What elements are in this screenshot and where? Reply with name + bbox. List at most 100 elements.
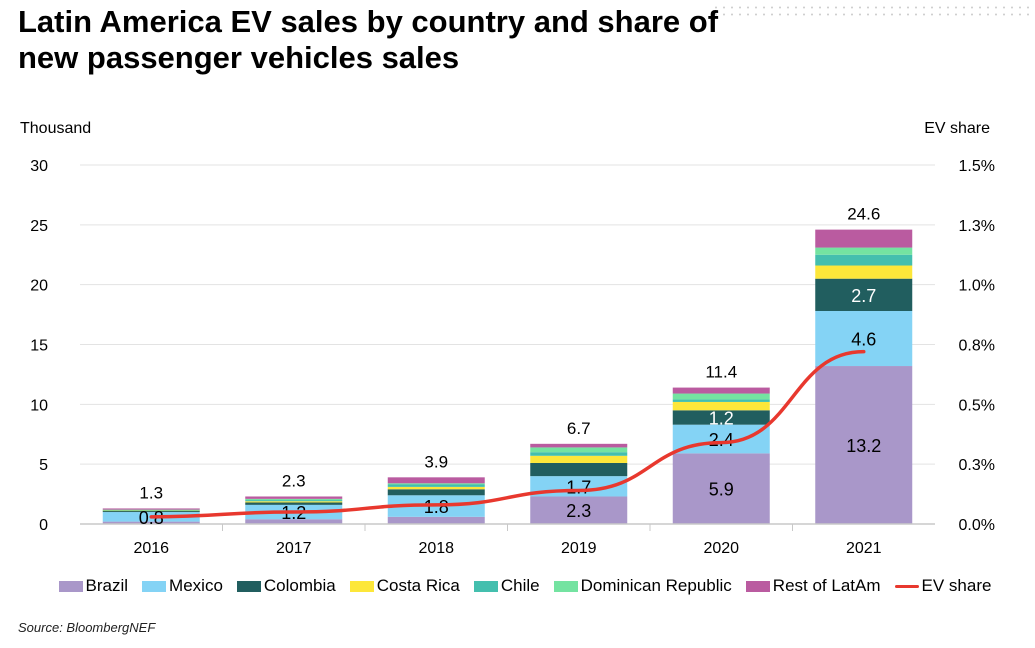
data-label: 13.2 [846, 436, 881, 456]
x-tick-label: 2016 [133, 540, 169, 557]
legend-swatch [745, 580, 770, 592]
bar-segment-chile [815, 254, 913, 266]
bar-segment-colombia [102, 510, 200, 513]
bar-segment-colombia [387, 489, 485, 496]
bar-segment-dominican-republic [815, 247, 913, 255]
y-tick-label: 20 [30, 278, 48, 295]
bar-segment-rest-of-latam [815, 229, 913, 248]
legend-item: Costa Rica [349, 576, 460, 596]
y2-tick-label: 0.5% [959, 397, 995, 414]
bar-segment-chile [672, 399, 770, 402]
bar-segment-dominican-republic [387, 483, 485, 485]
bar-segment-colombia [815, 278, 913, 311]
bar-segment-brazil [245, 519, 343, 524]
legend-label: Rest of LatAm [772, 576, 881, 595]
legend-item: EV share [894, 576, 992, 596]
y2-tick-label: 1.3% [959, 218, 995, 235]
bar-segment-brazil [672, 453, 770, 524]
legend-swatch [349, 580, 374, 592]
y2-tick-label: 1.5% [959, 158, 995, 175]
legend-swatch [58, 580, 83, 592]
y2-tick-label: 1.0% [959, 278, 995, 295]
bar-segment-costa-rica [672, 401, 770, 411]
bar-segment-dominican-republic [102, 509, 200, 511]
legend-item: Mexico [142, 576, 223, 596]
bar-segment-chile [245, 500, 343, 502]
total-label: 2.3 [282, 471, 306, 490]
legend-swatch [236, 580, 261, 592]
legend-swatch [894, 584, 919, 588]
bar-segment-brazil [815, 366, 913, 524]
data-label: 2.4 [709, 430, 734, 450]
x-tick-label: 2021 [846, 540, 882, 557]
bar-segment-brazil [102, 521, 200, 524]
total-label: 6.7 [567, 419, 591, 438]
x-tick-label: 2019 [561, 540, 597, 557]
total-label: 11.4 [705, 363, 737, 382]
legend-label: Mexico [169, 576, 223, 595]
y-tick-label: 15 [30, 338, 48, 355]
legend-item: Dominican Republic [553, 576, 732, 596]
y-tick-label: 5 [39, 457, 48, 474]
legend-item: Rest of LatAm [745, 576, 881, 596]
legend-label: Dominican Republic [580, 576, 732, 595]
bar-segment-costa-rica [387, 486, 485, 490]
source-note: Source: BloombergNEF [18, 620, 156, 635]
y-tick-label: 30 [30, 158, 48, 175]
data-label: 1.2 [709, 408, 734, 428]
chart-title: Latin America EV sales by country and sh… [18, 4, 719, 75]
y-axis-label: Thousand [20, 120, 91, 137]
bar-segment-rest-of-latam [387, 477, 485, 484]
data-label: 2.7 [851, 286, 876, 306]
bar-segment-rest-of-latam [245, 496, 343, 499]
legend-item: Brazil [58, 576, 129, 596]
total-label: 3.9 [424, 452, 448, 471]
data-label: 5.9 [709, 480, 734, 500]
bar-segment-dominican-republic [530, 447, 628, 453]
bar-segment-chile [387, 484, 485, 487]
legend-label: Brazil [85, 576, 129, 595]
legend-item: Colombia [236, 576, 336, 596]
bar-segment-costa-rica [102, 510, 200, 512]
bar-segment-rest-of-latam [102, 508, 200, 510]
y2-tick-label: 0.3% [959, 457, 995, 474]
data-label: 4.6 [851, 330, 876, 350]
legend-label: Chile [500, 576, 540, 595]
data-label: 1.8 [424, 497, 449, 517]
bar-segment-colombia [245, 502, 343, 505]
y2-axis-label: EV share [924, 120, 990, 137]
legend: Brazil Mexico Colombia Costa Rica Chile Domin… [30, 576, 1020, 596]
data-label: 2.3 [566, 501, 591, 521]
bar-segment-mexico [672, 424, 770, 454]
bar-segment-colombia [530, 462, 628, 477]
bar-segment-dominican-republic [672, 393, 770, 400]
total-label: 24.6 [847, 205, 880, 224]
ev-share-line [149, 349, 866, 519]
bar-segment-costa-rica [815, 265, 913, 279]
y-tick-label: 10 [30, 397, 48, 414]
legend-label: EV share [921, 576, 992, 595]
y-tick-label: 25 [30, 218, 48, 235]
bar-segment-brazil [387, 516, 485, 524]
bar-segment-dominican-republic [245, 498, 343, 501]
total-label: 1.3 [139, 483, 163, 502]
data-label: 1.7 [566, 477, 591, 497]
bar-segment-colombia [672, 410, 770, 425]
decorative-dot-pattern [712, 4, 1032, 18]
legend-label: Costa Rica [376, 576, 460, 595]
x-tick-label: 2020 [703, 540, 739, 557]
y2-tick-label: 0.0% [959, 517, 995, 534]
x-tick-label: 2018 [418, 540, 454, 557]
legend-label: Colombia [263, 576, 336, 595]
legend-item: Chile [473, 576, 540, 596]
bar-segment-costa-rica [245, 501, 343, 503]
bar-segment-mexico [815, 310, 913, 367]
y-tick-label: 0 [39, 517, 48, 534]
legend-swatch [473, 580, 498, 592]
bar-segment-rest-of-latam [530, 443, 628, 448]
bar-segment-costa-rica [530, 455, 628, 463]
legend-swatch [142, 580, 167, 592]
y2-tick-label: 0.8% [959, 338, 995, 355]
bar-segment-chile [530, 452, 628, 456]
